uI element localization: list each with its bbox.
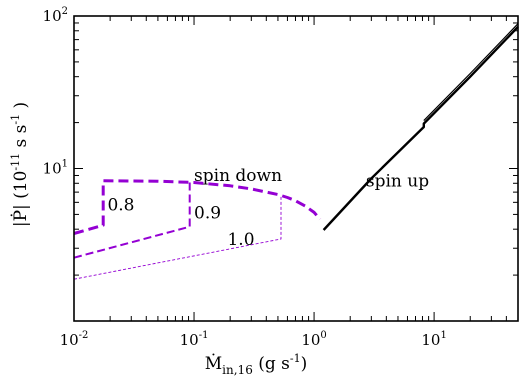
series-line-3 xyxy=(322,25,519,231)
plot-frame xyxy=(73,15,519,322)
series-line-4 xyxy=(423,23,519,122)
x-tick-label: 100 xyxy=(301,330,326,349)
ticks-layer xyxy=(73,15,519,322)
annotation-3: 0.9 xyxy=(194,204,221,224)
annotation-4: 1.0 xyxy=(227,230,254,250)
x-axis-label: Ṁin,16 (g s-1) xyxy=(205,352,307,377)
labels-layer: 10-2 10-1 100 101 101 102 Ṁin,16 (g s-1) |Ṗ| (1… xyxy=(9,6,447,377)
x-tick-label: 10-1 xyxy=(180,330,209,349)
y-tick-label: 102 xyxy=(43,6,68,25)
series-line-1 xyxy=(73,182,191,259)
annotation-0: spin down xyxy=(194,166,282,186)
annotation-1: spin up xyxy=(366,172,429,192)
y-axis-label: |Ṗ| (10-11 s s-1 ) xyxy=(9,102,31,227)
series-line-2 xyxy=(73,196,282,280)
series-layer xyxy=(73,23,519,280)
annotation-2: 0.8 xyxy=(107,196,134,216)
x-tick-label: 101 xyxy=(421,330,446,349)
series-line-0 xyxy=(73,179,322,235)
y-tick-label: 101 xyxy=(43,159,68,178)
x-tick-label: 10-2 xyxy=(60,330,89,349)
